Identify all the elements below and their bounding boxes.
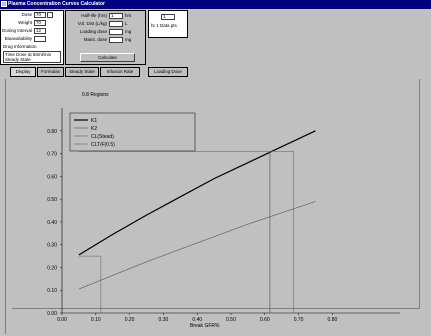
loading-dose-label: Loading dose — [79, 29, 107, 34]
tab-display[interactable]: Display — [10, 67, 36, 77]
x-axis-label: Break GFR% — [190, 323, 220, 329]
chart-ticks: 0.00 0.10 0.20 0.30 0.40 0.50 0.60 0.70 0.80 0.00… — [47, 129, 337, 323]
drug-list[interactable]: Time Dose at 50ml/min Steady State — [3, 51, 61, 63]
window-titlebar: Plasma Concentration Curves Calculator — [0, 0, 431, 9]
half-life-label: Half-life (hrs) — [81, 13, 107, 18]
series-line-k2 — [78, 201, 316, 290]
bioavailability-label: Bioavailability — [4, 36, 32, 41]
series-line-clt-f-0-5- — [78, 151, 294, 313]
calculate-button[interactable]: Calculate — [80, 53, 135, 62]
dose-label: Dose — [21, 12, 32, 17]
y-tick-label: 0.60 — [47, 174, 57, 180]
series-line-k1 — [78, 130, 316, 256]
interval-input[interactable]: 12 — [34, 28, 46, 34]
time-step-input[interactable]: 1 — [161, 14, 175, 20]
legend-label: K1 — [91, 118, 97, 124]
drug-list-item[interactable]: Steady State — [5, 57, 31, 62]
dose-input[interactable]: 70 — [34, 12, 46, 18]
chart-series — [78, 130, 316, 313]
tab-steady-state[interactable]: Steady State — [65, 67, 99, 77]
vol-dist-input[interactable] — [109, 21, 123, 27]
tab-loading-dose[interactable]: Loading Dose — [148, 67, 188, 77]
loading-dose-input[interactable] — [109, 29, 123, 35]
y-tick-label: 0.50 — [47, 197, 57, 203]
patient-parameters-panel: Dose 70 Weight 70 Dosing Interval 12 Bio… — [0, 10, 64, 65]
chart-frame — [12, 79, 420, 309]
bioavailability-input[interactable] — [34, 36, 46, 42]
tab-bar: Display Formulas Steady State Infusion R… — [0, 67, 431, 78]
x-tick-label: 0.70 — [294, 317, 304, 323]
app-icon — [1, 1, 7, 7]
series-line-cl-stead- — [78, 255, 102, 313]
y-tick-label: 0.80 — [47, 129, 57, 135]
window-title: Plasma Concentration Curves Calculator — [8, 1, 105, 7]
maint-dose-unit: mg — [125, 37, 132, 42]
y-tick-label: 0.40 — [47, 220, 57, 226]
tab-formulas[interactable]: Formulas — [37, 67, 64, 77]
chart-title: 0.8 Regions — [82, 92, 109, 98]
loading-dose-unit: mg — [125, 29, 132, 34]
x-tick-label: 0.20 — [125, 317, 135, 323]
vol-dist-label: Vol. Dist (L/kg) — [77, 21, 107, 26]
vol-dist-unit: L — [125, 21, 128, 26]
x-tick-label: 0.40 — [192, 317, 202, 323]
drug-list-label: Drug Information — [3, 44, 37, 49]
y-tick-label: 0.10 — [47, 288, 57, 294]
tab-infusion-rate[interactable]: Infusion Rate — [100, 67, 140, 77]
y-tick-label: 0.30 — [47, 243, 57, 249]
x-tick-label: 0.60 — [260, 317, 270, 323]
dose-unit-select[interactable] — [47, 12, 53, 18]
y-tick-label: 0.20 — [47, 265, 57, 271]
weight-input[interactable]: 70 — [34, 20, 46, 26]
legend-label: CL(Stead) — [91, 134, 114, 140]
x-tick-label: 0.50 — [226, 317, 236, 323]
legend-box — [69, 112, 196, 152]
legend-label: K2 — [91, 126, 97, 132]
time-step-note: hr 1 Data pts — [151, 23, 177, 28]
weight-label: Weight — [18, 20, 32, 25]
maint-dose-label: Maint. dose — [83, 37, 107, 42]
y-tick-label: 0.70 — [47, 152, 57, 158]
interval-label: Dosing Interval — [2, 28, 33, 33]
half-life-input[interactable]: 1 — [109, 13, 123, 19]
x-tick-label: 0.30 — [159, 317, 169, 323]
y-tick-label: 0.00 — [47, 311, 57, 317]
legend-label: CLT/F(0.5) — [91, 142, 115, 148]
x-tick-label: 0.80 — [328, 317, 338, 323]
drug-list-item[interactable]: Time Dose at 50ml/min — [5, 52, 52, 57]
maint-dose-input[interactable] — [109, 37, 123, 43]
time-settings-panel: 1 hr 1 Data pts — [148, 10, 188, 38]
chart-legend: K1 K2 CL(Stead) CLT/F(0.5) — [69, 112, 196, 152]
x-tick-label: 0.00 — [57, 317, 67, 323]
x-tick-label: 0.10 — [91, 317, 101, 323]
half-life-unit: hrs — [125, 13, 132, 18]
